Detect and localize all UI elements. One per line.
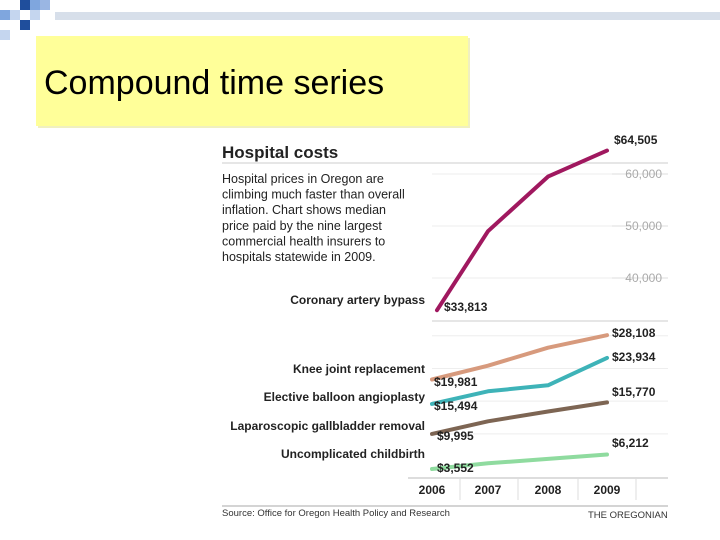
series-line [430, 400, 609, 436]
series-line [435, 148, 609, 313]
x-tick-label: 2009 [594, 483, 621, 497]
description-line: Hospital prices in Oregon are [222, 172, 384, 186]
series-name-label: Knee joint replacement [293, 362, 425, 376]
description-line: inflation. Chart shows median [222, 203, 386, 217]
start-value-label: $15,494 [434, 399, 478, 413]
start-value-label: $3,552 [437, 461, 474, 475]
start-value-label: $33,813 [444, 300, 488, 314]
source-note: Source: Office for Oregon Health Policy … [222, 508, 450, 519]
slide-corner-decoration [0, 0, 720, 40]
description-line: hospitals statewide in 2009. [222, 250, 376, 264]
start-value-label: $9,995 [437, 429, 474, 443]
series-line [430, 333, 609, 382]
x-tick-label: 2006 [419, 483, 446, 497]
x-tick-label: 2008 [535, 483, 562, 497]
y-tick-label: 50,000 [625, 219, 662, 233]
end-value-label: $28,108 [612, 326, 656, 340]
series-line [430, 452, 609, 471]
series-name-label: Laparoscopic gallbladder removal [230, 419, 425, 433]
end-value-label: $15,770 [612, 385, 656, 399]
series-name-label: Coronary artery bypass [290, 293, 425, 307]
series-line [430, 355, 609, 406]
series-name-label: Uncomplicated childbirth [281, 447, 425, 461]
description-line: commercial health insurers to [222, 234, 385, 248]
description-line: climbing much faster than overall [222, 188, 405, 202]
credit: THE OREGONIAN [588, 510, 668, 521]
y-tick-label: 40,000 [625, 271, 662, 285]
end-value-label: $23,934 [612, 350, 656, 364]
slide-title-box: Compound time series [36, 36, 468, 126]
end-value-label: $6,212 [612, 436, 649, 450]
y-tick-label: 60,000 [625, 167, 662, 181]
series-name-label: Elective balloon angioplasty [264, 390, 426, 404]
description-line: price paid by the nine largest [222, 219, 382, 233]
x-tick-label: 2007 [475, 483, 502, 497]
chart-title: Hospital costs [222, 143, 338, 162]
start-value-label: $19,981 [434, 375, 478, 389]
end-value-label: $64,505 [614, 133, 658, 147]
slide-title: Compound time series [44, 64, 385, 102]
